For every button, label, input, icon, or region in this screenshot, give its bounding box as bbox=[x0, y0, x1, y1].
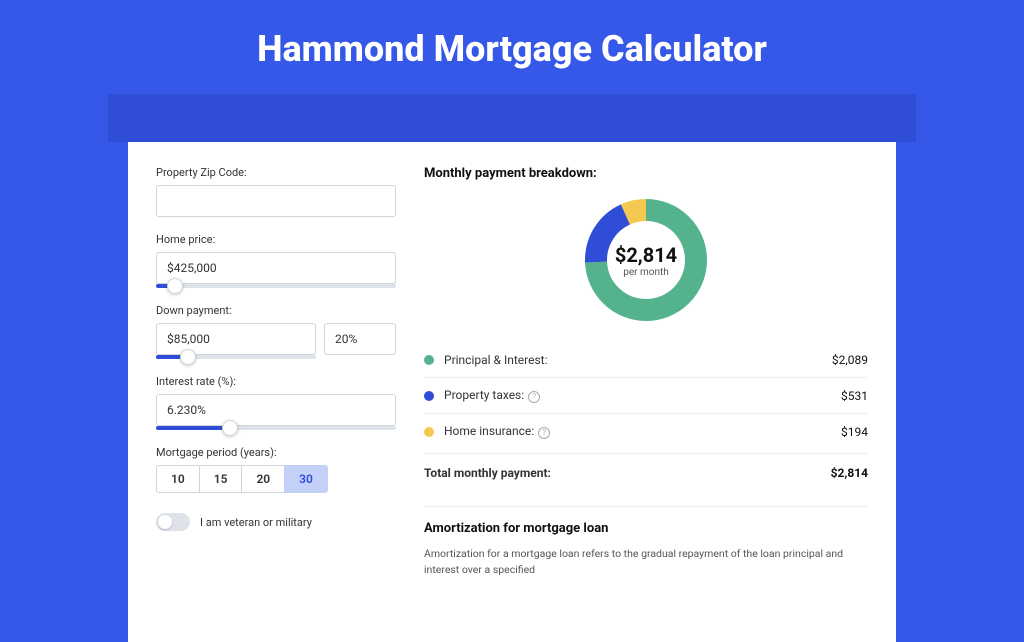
legend-dot bbox=[424, 391, 434, 401]
home-price-input[interactable] bbox=[156, 252, 396, 284]
donut-amount: $2,814 bbox=[615, 243, 677, 267]
legend-value: $2,089 bbox=[832, 353, 868, 367]
amortization-text: Amortization for a mortgage loan refers … bbox=[424, 546, 868, 578]
interest-rate-input[interactable] bbox=[156, 394, 396, 426]
calculator-card: Property Zip Code: Home price: Down paym… bbox=[128, 142, 896, 642]
veteran-label: I am veteran or military bbox=[200, 516, 312, 529]
info-icon[interactable]: ? bbox=[528, 391, 540, 403]
home-price-slider[interactable] bbox=[156, 284, 396, 288]
interest-rate-slider-thumb[interactable] bbox=[222, 420, 238, 436]
down-payment-input[interactable] bbox=[156, 323, 316, 355]
header-banner bbox=[108, 94, 916, 142]
legend-dot bbox=[424, 355, 434, 365]
veteran-toggle[interactable] bbox=[156, 513, 190, 531]
period-label: Mortgage period (years): bbox=[156, 446, 396, 459]
down-payment-slider[interactable] bbox=[156, 355, 316, 359]
total-label: Total monthly payment: bbox=[424, 466, 831, 480]
form-panel: Property Zip Code: Home price: Down paym… bbox=[156, 166, 396, 578]
payment-donut-chart: $2,814 per month bbox=[581, 195, 711, 325]
legend-row: Home insurance:?$194 bbox=[424, 414, 868, 449]
legend-label: Home insurance:? bbox=[444, 424, 841, 439]
legend-row: Property taxes:?$531 bbox=[424, 378, 868, 414]
down-payment-label: Down payment: bbox=[156, 304, 396, 317]
info-icon[interactable]: ? bbox=[538, 427, 550, 439]
down-payment-slider-thumb[interactable] bbox=[180, 349, 196, 365]
interest-rate-slider[interactable] bbox=[156, 426, 396, 430]
amortization-title: Amortization for mortgage loan bbox=[424, 521, 868, 536]
divider bbox=[424, 506, 868, 507]
interest-rate-label: Interest rate (%): bbox=[156, 375, 396, 388]
legend-row: Principal & Interest:$2,089 bbox=[424, 343, 868, 378]
total-value: $2,814 bbox=[831, 466, 868, 480]
page-title: Hammond Mortgage Calculator bbox=[0, 0, 1024, 94]
donut-sublabel: per month bbox=[623, 267, 669, 278]
zip-input[interactable] bbox=[156, 185, 396, 217]
legend-label: Property taxes:? bbox=[444, 388, 841, 403]
legend-label: Principal & Interest: bbox=[444, 353, 832, 367]
home-price-label: Home price: bbox=[156, 233, 396, 246]
zip-label: Property Zip Code: bbox=[156, 166, 396, 179]
breakdown-panel: Monthly payment breakdown: $2,814 per mo… bbox=[424, 166, 868, 578]
breakdown-title: Monthly payment breakdown: bbox=[424, 166, 868, 181]
down-payment-pct-input[interactable] bbox=[324, 323, 396, 355]
period-button-15[interactable]: 15 bbox=[199, 465, 242, 493]
legend-value: $531 bbox=[841, 389, 868, 403]
legend-value: $194 bbox=[841, 425, 868, 439]
period-buttons: 10152030 bbox=[156, 465, 396, 493]
period-button-10[interactable]: 10 bbox=[156, 465, 199, 493]
home-price-slider-thumb[interactable] bbox=[167, 278, 183, 294]
total-row: Total monthly payment: $2,814 bbox=[424, 453, 868, 496]
period-button-30[interactable]: 30 bbox=[284, 465, 328, 493]
legend-dot bbox=[424, 427, 434, 437]
period-button-20[interactable]: 20 bbox=[241, 465, 284, 493]
